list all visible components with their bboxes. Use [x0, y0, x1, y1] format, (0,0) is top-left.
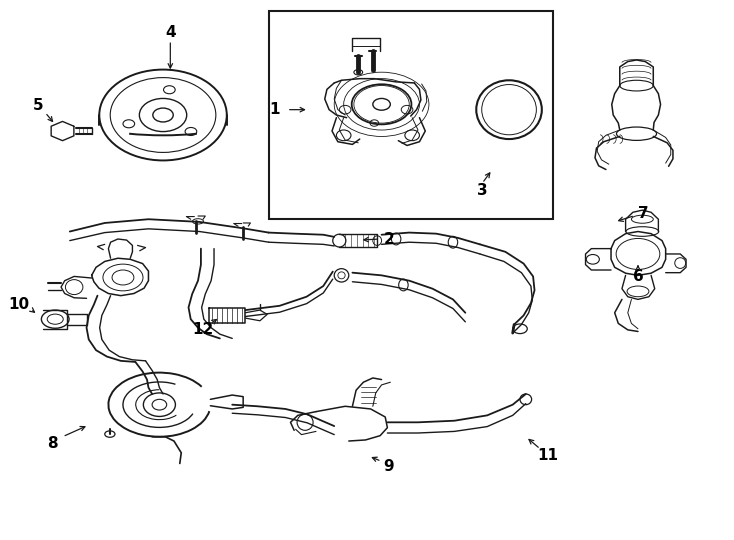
Text: 7: 7 — [639, 206, 649, 221]
Text: 1: 1 — [269, 102, 280, 117]
Text: 3: 3 — [477, 184, 487, 198]
Bar — [269, 11, 553, 219]
Text: 11: 11 — [537, 449, 558, 463]
Text: 6: 6 — [633, 269, 644, 284]
Text: 9: 9 — [384, 459, 394, 474]
Text: 8: 8 — [47, 436, 58, 451]
Text: 10: 10 — [8, 297, 29, 312]
Text: 12: 12 — [192, 322, 214, 338]
Text: 4: 4 — [165, 25, 175, 39]
Text: 2: 2 — [383, 232, 394, 246]
Text: 5: 5 — [32, 98, 43, 113]
